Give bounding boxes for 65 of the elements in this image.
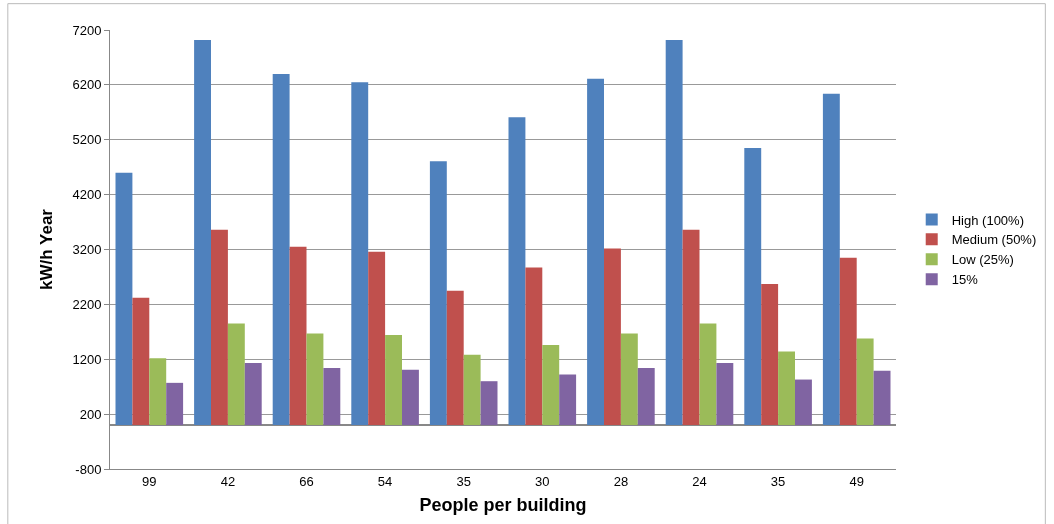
y-tick-label: 2200	[72, 296, 102, 312]
y-tick-label: 6200	[72, 77, 102, 93]
x-axis-title: People per building	[419, 494, 587, 515]
bar	[351, 82, 369, 426]
bar	[323, 368, 341, 426]
bar	[132, 297, 150, 426]
legend-label: Medium (50%)	[951, 232, 1037, 248]
bar	[637, 368, 655, 426]
bar	[665, 39, 683, 426]
bar	[194, 39, 211, 426]
bar	[227, 323, 245, 426]
x-tick-label: 66	[299, 473, 314, 489]
x-tick-label: 99	[142, 473, 157, 489]
y-tick-label: 7200	[72, 22, 102, 38]
bar	[822, 93, 840, 426]
bar	[604, 248, 621, 426]
legend-label: Low (25%)	[951, 252, 1014, 268]
y-tick-label: -800	[75, 461, 102, 477]
y-tick-label: 4200	[72, 187, 102, 203]
bar	[446, 290, 464, 426]
x-tick-label: 30	[535, 473, 550, 489]
x-tick-label: 42	[220, 473, 236, 489]
bar	[542, 344, 560, 426]
bar	[682, 229, 700, 426]
bar	[289, 246, 307, 426]
x-tick-label: 28	[613, 473, 629, 489]
bar	[559, 374, 577, 426]
bar	[429, 161, 447, 426]
bar	[402, 369, 419, 426]
bar	[587, 78, 604, 426]
bar	[873, 370, 891, 426]
bar	[211, 229, 228, 426]
x-tick-label: 54	[377, 473, 393, 489]
y-axis-title: kW/h Year	[37, 208, 57, 290]
bar	[463, 354, 481, 426]
bar	[115, 172, 133, 426]
bar	[480, 381, 498, 426]
x-tick-label: 35	[770, 473, 786, 489]
legend-label: High (100%)	[951, 212, 1024, 228]
x-tick-label: 24	[692, 473, 707, 489]
bar	[244, 363, 262, 426]
bar	[508, 117, 526, 426]
bar	[166, 382, 184, 426]
bar	[761, 284, 779, 426]
y-tick-label: 1200	[72, 351, 102, 367]
bar	[778, 351, 795, 426]
y-tick-label: 3200	[72, 242, 102, 258]
y-tick-label: 200	[79, 406, 102, 422]
bar	[385, 335, 402, 426]
bar	[525, 267, 543, 426]
legend-label: 15%	[951, 272, 979, 288]
bar	[368, 251, 386, 426]
bar	[272, 73, 290, 426]
x-tick-label: 49	[849, 473, 864, 489]
bar	[839, 257, 857, 426]
bar	[856, 338, 874, 426]
bar	[744, 147, 762, 426]
bar	[795, 379, 812, 426]
bar	[306, 333, 324, 426]
bar	[716, 363, 734, 426]
x-tick-label: 35	[456, 473, 471, 489]
bar	[620, 333, 638, 426]
bar	[699, 323, 717, 426]
bar	[149, 358, 167, 426]
y-tick-label: 5200	[72, 132, 102, 148]
